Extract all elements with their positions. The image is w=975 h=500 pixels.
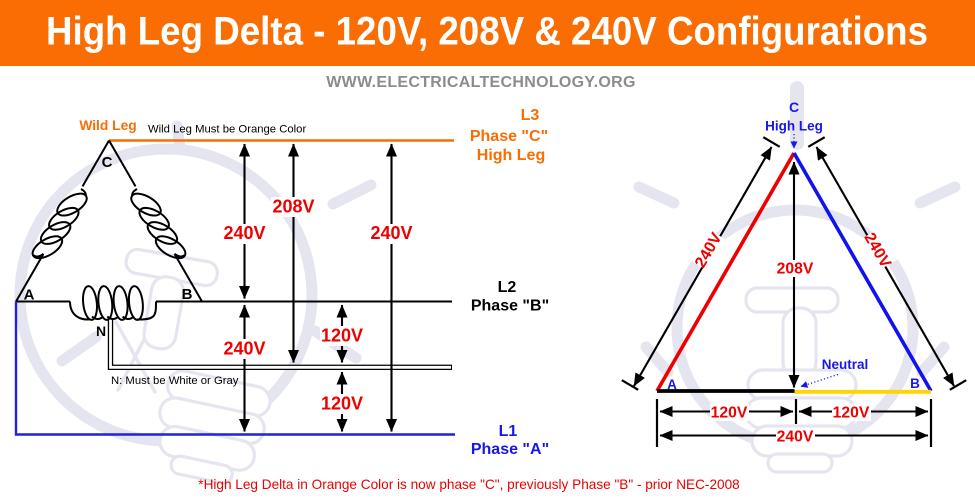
svg-text:A: A: [667, 377, 677, 392]
svg-text:B: B: [182, 286, 193, 303]
svg-text:120V: 120V: [833, 405, 870, 422]
svg-text:Phase "B": Phase "B": [471, 298, 549, 315]
svg-text:N: Must be White or Gray: N: Must be White or Gray: [111, 375, 239, 387]
svg-text:B: B: [910, 376, 920, 391]
svg-text:208V: 208V: [272, 197, 314, 217]
svg-text:Phase "C": Phase "C": [470, 128, 548, 145]
svg-text:120V: 120V: [321, 394, 363, 414]
svg-text:240V: 240V: [223, 339, 265, 359]
svg-text:L3: L3: [521, 107, 540, 124]
svg-text:High Leg: High Leg: [765, 119, 823, 134]
svg-text:120V: 120V: [711, 405, 748, 422]
svg-text:N: N: [96, 323, 106, 339]
svg-text:240V: 240V: [223, 223, 265, 243]
svg-text:Wild Leg: Wild Leg: [79, 118, 136, 133]
svg-text:WWW.ELECTRICALTECHNOLOGY.ORG: WWW.ELECTRICALTECHNOLOGY.ORG: [326, 74, 635, 91]
svg-text:C: C: [102, 154, 113, 171]
svg-text:240V: 240V: [370, 223, 412, 243]
svg-text:L1: L1: [499, 423, 518, 440]
svg-text:Neutral: Neutral: [822, 357, 869, 372]
svg-text:240V: 240V: [777, 429, 814, 446]
svg-text:Phase "A": Phase "A": [471, 441, 549, 458]
svg-text:Wild Leg Must be Orange Color: Wild Leg Must be Orange Color: [148, 124, 306, 136]
svg-text:A: A: [24, 287, 35, 304]
svg-text:C: C: [789, 99, 799, 115]
svg-text:*High Leg Delta in Orange Colo: *High Leg Delta in Orange Color is now p…: [198, 477, 739, 492]
svg-text:L2: L2: [498, 279, 517, 296]
svg-text:120V: 120V: [321, 326, 363, 346]
svg-text:208V: 208V: [777, 261, 814, 278]
svg-text:High Leg Delta - 120V, 208V &: High Leg Delta - 120V, 208V & 240V Confi…: [46, 10, 928, 54]
svg-text:High Leg: High Leg: [477, 147, 545, 164]
